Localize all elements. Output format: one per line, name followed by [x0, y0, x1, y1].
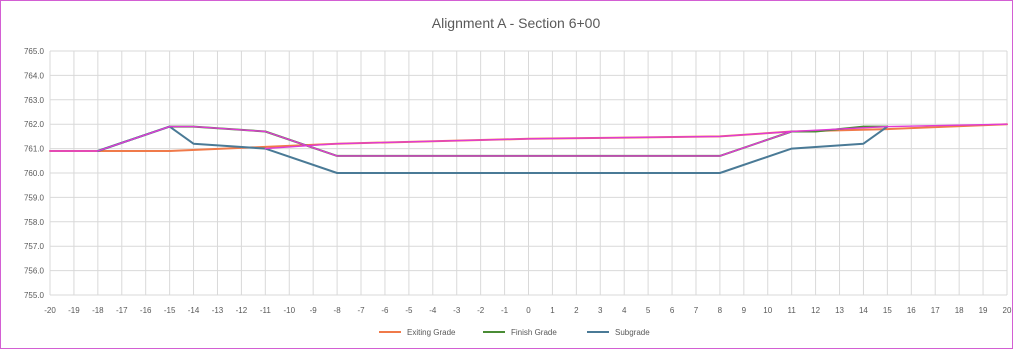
x-tick-label: -11 [260, 306, 272, 315]
x-tick-label: 8 [718, 306, 723, 315]
x-tick-label: -4 [429, 306, 437, 315]
x-tick-label: -2 [477, 306, 485, 315]
x-tick-label: 15 [883, 306, 892, 315]
grid-layer [49, 50, 1008, 296]
x-tick-label: -16 [140, 306, 152, 315]
x-tick-label: 17 [931, 306, 940, 315]
chart-title: Alignment A - Section 6+00 [432, 15, 601, 31]
x-tick-label: 18 [955, 306, 964, 315]
x-tick-label: -3 [453, 306, 461, 315]
x-tick-label: -17 [116, 306, 128, 315]
y-tick-label: 764.0 [24, 71, 45, 80]
legend-label: Finish Grade [511, 328, 557, 337]
series-line-subgrade [96, 125, 889, 174]
x-tick-label: 14 [859, 306, 868, 315]
y-tick-label: 762.0 [24, 120, 45, 129]
y-tick-label: 758.0 [24, 218, 45, 227]
x-tick-label: 12 [811, 306, 820, 315]
y-tick-label: 763.0 [24, 96, 45, 105]
y-tick-label: 755.0 [24, 291, 45, 300]
x-tick-label: 2 [574, 306, 579, 315]
legend-label: Exiting Grade [407, 328, 456, 337]
x-tick-label: 16 [907, 306, 916, 315]
x-tick-label: -8 [334, 306, 342, 315]
x-tick-label: -13 [212, 306, 224, 315]
x-tick-label: 19 [979, 306, 988, 315]
x-tick-label: 0 [526, 306, 531, 315]
x-tick-label: 13 [835, 306, 844, 315]
x-tick-label: 1 [550, 306, 555, 315]
x-tick-label: -18 [92, 306, 104, 315]
y-tick-label: 765.0 [24, 47, 45, 56]
legend: Exiting Grade Finish Grade Subgrade [379, 328, 650, 337]
x-tick-label: -10 [283, 306, 295, 315]
x-tick-label: 7 [694, 306, 699, 315]
x-tick-label: 4 [622, 306, 627, 315]
series-layer [49, 123, 1008, 174]
x-tick-label: 6 [670, 306, 675, 315]
y-tick-label: 760.0 [24, 169, 45, 178]
series-line-overlay-3 [49, 123, 1008, 157]
legend-label: Subgrade [615, 328, 650, 337]
x-tick-label: 5 [646, 306, 651, 315]
x-tick-label: -5 [405, 306, 413, 315]
x-tick-label: -1 [501, 306, 509, 315]
x-tick-label: 11 [788, 306, 797, 315]
x-tick-label: -14 [188, 306, 200, 315]
axis-labels: 765.0 764.0 763.0 762.0 761.0 760.0 759.0 758.0… [24, 47, 1012, 315]
y-tick-label: 761.0 [24, 145, 45, 154]
y-tick-label: 756.0 [24, 267, 45, 276]
series-line-overlay-4 [264, 130, 793, 150]
x-tick-label: 10 [763, 306, 772, 315]
x-tick-label: 20 [1003, 306, 1012, 315]
x-tick-label: -19 [68, 306, 80, 315]
x-tick-label: 3 [598, 306, 603, 315]
series-line-finish-grade [96, 125, 889, 157]
y-tick-label: 759.0 [24, 193, 45, 202]
x-tick-label: -15 [164, 306, 176, 315]
x-tick-label: -9 [310, 306, 318, 315]
y-tick-label: 757.0 [24, 242, 45, 251]
x-tick-label: -20 [44, 306, 56, 315]
x-tick-label: -7 [357, 306, 365, 315]
x-tick-label: -6 [381, 306, 389, 315]
x-tick-label: 9 [742, 306, 747, 315]
x-tick-label: -12 [236, 306, 248, 315]
